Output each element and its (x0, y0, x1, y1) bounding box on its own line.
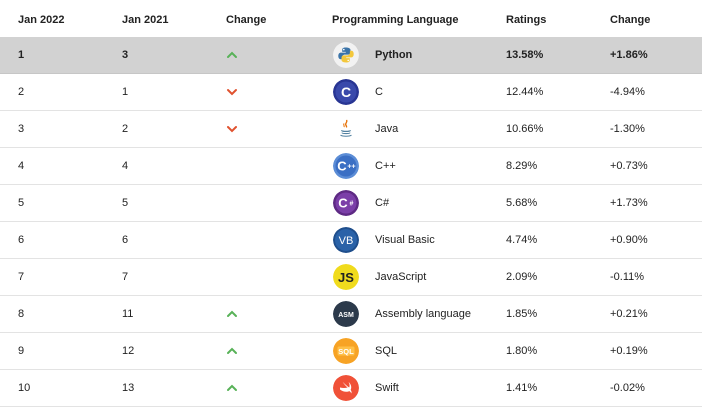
svg-text:C: C (338, 196, 348, 211)
rating-value: 1.85% (506, 308, 538, 320)
c-language-icon: C (333, 79, 359, 105)
change-value: -0.02% (610, 382, 645, 394)
language-name: C++ (375, 160, 396, 172)
cplusplus-icon: C ++ (333, 153, 359, 179)
header-jan-2022[interactable]: Jan 2022 (18, 14, 65, 26)
rank-2022: 8 (18, 308, 25, 320)
rating-value: 13.58% (506, 49, 544, 61)
table-row[interactable]: 9 12 SQL SQL 1.80% +0.19% (0, 333, 702, 370)
swift-icon (333, 375, 359, 401)
change-value: +0.19% (610, 345, 648, 357)
language-name: Python (375, 49, 413, 61)
rank-2021: 3 (122, 49, 129, 61)
svg-text:C: C (341, 84, 351, 100)
assembly-icon: ASM (333, 301, 359, 327)
trend-up-icon (226, 381, 238, 395)
rank-2022: 4 (18, 160, 25, 172)
rating-value: 4.74% (506, 234, 538, 246)
table-row[interactable]: 6 6 VB Visual Basic 4.74% +0.90% (0, 222, 702, 259)
table-row[interactable]: 2 1 C C 12.44% -4.94% (0, 74, 702, 111)
rank-2021: 12 (122, 345, 135, 357)
language-name: Assembly language (375, 308, 472, 320)
rating-value: 8.29% (506, 160, 538, 172)
table-row[interactable]: 10 13 Swift 1.41% -0.02% (0, 370, 702, 407)
header-jan-2021[interactable]: Jan 2021 (122, 14, 169, 26)
rank-2021: 7 (122, 271, 129, 283)
svg-text:SQL: SQL (338, 347, 354, 356)
table-row[interactable]: 4 4 C ++ C++ 8.29% +0.73% (0, 148, 702, 185)
trend-up-icon (226, 344, 238, 358)
trend-up-icon (226, 307, 238, 321)
table-row[interactable]: 5 5 C # C# 5.68% +1.73% (0, 185, 702, 222)
language-name: Java (375, 123, 399, 135)
rating-value: 10.66% (506, 123, 544, 135)
rank-2021: 5 (122, 197, 129, 209)
language-name: Visual Basic (375, 234, 435, 246)
visual-basic-icon: VB (333, 227, 359, 253)
change-value: +1.73% (610, 197, 648, 209)
header-change[interactable]: Change (226, 14, 267, 26)
svg-text:++: ++ (347, 164, 355, 171)
svg-text:C: C (337, 159, 347, 174)
svg-text:JS: JS (338, 270, 354, 285)
rank-2021: 2 (122, 123, 129, 135)
table-row[interactable]: 7 7 JS JavaScript 2.09% -0.11% (0, 259, 702, 296)
svg-text:VB: VB (339, 235, 354, 247)
language-name: JavaScript (375, 271, 427, 283)
change-value: -0.11% (610, 271, 645, 283)
rank-2022: 10 (18, 382, 31, 394)
rating-value: 1.41% (506, 382, 538, 394)
trend-up-icon (226, 48, 238, 62)
change-value: +1.86% (610, 49, 648, 61)
rank-2022: 9 (18, 345, 25, 357)
svg-text:ASM: ASM (338, 312, 354, 319)
rating-value: 1.80% (506, 345, 538, 357)
header-change-percent[interactable]: Change (610, 14, 651, 26)
table-header: Jan 2022 Jan 2021 Change Programming Lan… (0, 0, 702, 38)
language-name: Swift (375, 382, 399, 394)
python-icon (333, 42, 359, 68)
rank-2022: 6 (18, 234, 25, 246)
language-name: C (375, 86, 383, 98)
java-icon (333, 116, 359, 142)
csharp-icon: C # (333, 190, 359, 216)
sql-icon: SQL (333, 338, 359, 364)
rank-2022: 5 (18, 197, 25, 209)
language-name: C# (375, 197, 390, 209)
header-ratings[interactable]: Ratings (506, 14, 547, 26)
rank-2021: 11 (122, 308, 134, 320)
rating-value: 12.44% (506, 86, 544, 98)
header-programming-language[interactable]: Programming Language (332, 14, 459, 26)
rating-value: 2.09% (506, 271, 538, 283)
trend-down-icon (226, 85, 238, 99)
change-value: +0.73% (610, 160, 648, 172)
rank-2021: 4 (122, 160, 129, 172)
table-body: 1 3 Python 13.58% +1.86% 2 1 C C 12.44% -4.94% 3 2 Ja… (0, 37, 702, 407)
table-row[interactable]: 1 3 Python 13.58% +1.86% (0, 37, 702, 74)
language-name: SQL (375, 345, 398, 357)
javascript-icon: JS (333, 264, 359, 290)
change-value: -1.30% (610, 123, 645, 135)
rank-2022: 1 (18, 49, 25, 61)
rank-2021: 13 (122, 382, 135, 394)
change-value: +0.21% (610, 308, 648, 320)
rank-2022: 2 (18, 86, 25, 98)
rank-2022: 7 (18, 271, 25, 283)
rank-2022: 3 (18, 123, 25, 135)
table-row[interactable]: 3 2 Java 10.66% -1.30% (0, 111, 702, 148)
rating-value: 5.68% (506, 197, 538, 209)
trend-down-icon (226, 122, 238, 136)
table-row[interactable]: 8 11 ASM Assembly language 1.85% +0.21% (0, 296, 702, 333)
svg-text:#: # (350, 201, 354, 208)
change-value: -4.94% (610, 86, 645, 98)
change-value: +0.90% (610, 234, 648, 246)
rank-2021: 6 (122, 234, 129, 246)
rank-2021: 1 (122, 86, 129, 98)
